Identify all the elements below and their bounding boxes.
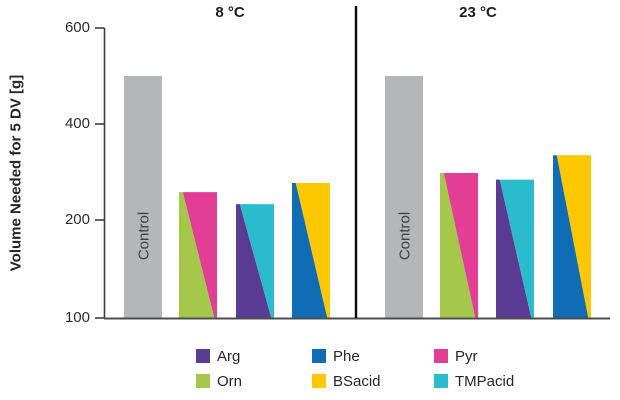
legend-label-tmpacid: TMPacid: [455, 372, 515, 390]
bars-layer: [124, 76, 591, 318]
y-axis-label: Volume Needed for 5 DV [g]: [7, 74, 25, 272]
bar-segment-tmpacid-panel1: [239, 204, 274, 318]
bar-segment-orn-panel1: [179, 192, 215, 318]
legend-swatch-tmpacid: [434, 374, 448, 388]
legend-swatch-bsacid: [312, 374, 326, 388]
legend-item-pyr: Pyr: [434, 347, 478, 365]
legend-swatch-orn: [196, 374, 210, 388]
legend-swatch-arg: [196, 349, 210, 363]
bar-control-panel2: [385, 76, 423, 318]
legend-label-bsacid: BSacid: [333, 372, 381, 390]
y-tick-label-600: 600: [64, 19, 90, 36]
bar-segment-arg-panel2: [496, 179, 532, 318]
bar-segment-arg-panel1: [236, 204, 272, 318]
y-tick-marks: [95, 27, 105, 319]
bar-segment-orn-panel2: [440, 172, 476, 318]
bar-segment-bsacid-panel2: [556, 155, 591, 318]
legend-item-bsacid: BSacid: [312, 372, 381, 390]
control-bar-label-23c: Control: [396, 211, 414, 261]
legend-item-orn: Orn: [196, 372, 243, 390]
y-tick-label-400: 400: [64, 115, 90, 132]
legend-item-phe: Phe: [312, 347, 360, 365]
legend-item-arg: Arg: [196, 347, 241, 365]
legend-label-phe: Phe: [333, 347, 360, 365]
bar-segment-phe-panel2: [553, 155, 589, 318]
bar-segment-bsacid-panel1: [295, 183, 330, 318]
legend-label-arg: Arg: [217, 347, 241, 365]
bar-segment-phe-panel1: [292, 183, 328, 318]
legend-label-pyr: Pyr: [455, 347, 478, 365]
panel-title-23c: 23 °C: [459, 4, 497, 21]
y-tick-label-200: 200: [64, 211, 90, 228]
legend-swatch-pyr: [434, 349, 448, 363]
bar-control-panel1: [124, 76, 162, 318]
control-bar-label-8c: Control: [135, 211, 153, 261]
bar-segment-pyr-panel1: [182, 192, 217, 318]
y-tick-label-100: 100: [64, 309, 90, 326]
bar-segment-tmpacid-panel2: [499, 179, 534, 318]
legend-swatch-phe: [312, 349, 326, 363]
bar-segment-pyr-panel2: [443, 172, 478, 318]
legend-label-orn: Orn: [217, 372, 243, 390]
legend-item-tmpacid: TMPacid: [434, 372, 515, 390]
panel-title-8c: 8 °C: [215, 4, 245, 21]
